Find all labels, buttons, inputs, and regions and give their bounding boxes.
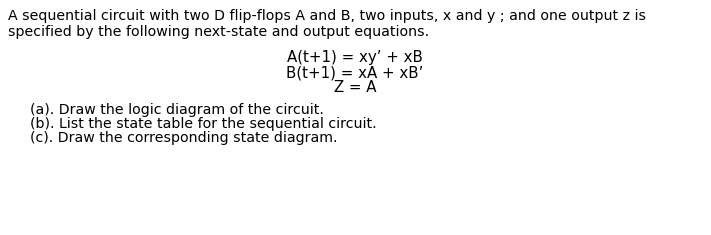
Text: (b). List the state table for the sequential circuit.: (b). List the state table for the sequen… bbox=[30, 117, 377, 131]
Text: (a). Draw the logic diagram of the circuit.: (a). Draw the logic diagram of the circu… bbox=[30, 103, 324, 117]
Text: A(t+1) = xy’ + xB: A(t+1) = xy’ + xB bbox=[287, 50, 423, 65]
Text: (c). Draw the corresponding state diagram.: (c). Draw the corresponding state diagra… bbox=[30, 131, 338, 145]
Text: specified by the following next-state and output equations.: specified by the following next-state an… bbox=[8, 25, 429, 39]
Text: A sequential circuit with two D flip-flops A and B, two inputs, x and y ; and on: A sequential circuit with two D flip-flo… bbox=[8, 9, 646, 23]
Text: Z = A: Z = A bbox=[333, 80, 376, 95]
Text: B(t+1) = xA + xB’: B(t+1) = xA + xB’ bbox=[287, 65, 424, 80]
